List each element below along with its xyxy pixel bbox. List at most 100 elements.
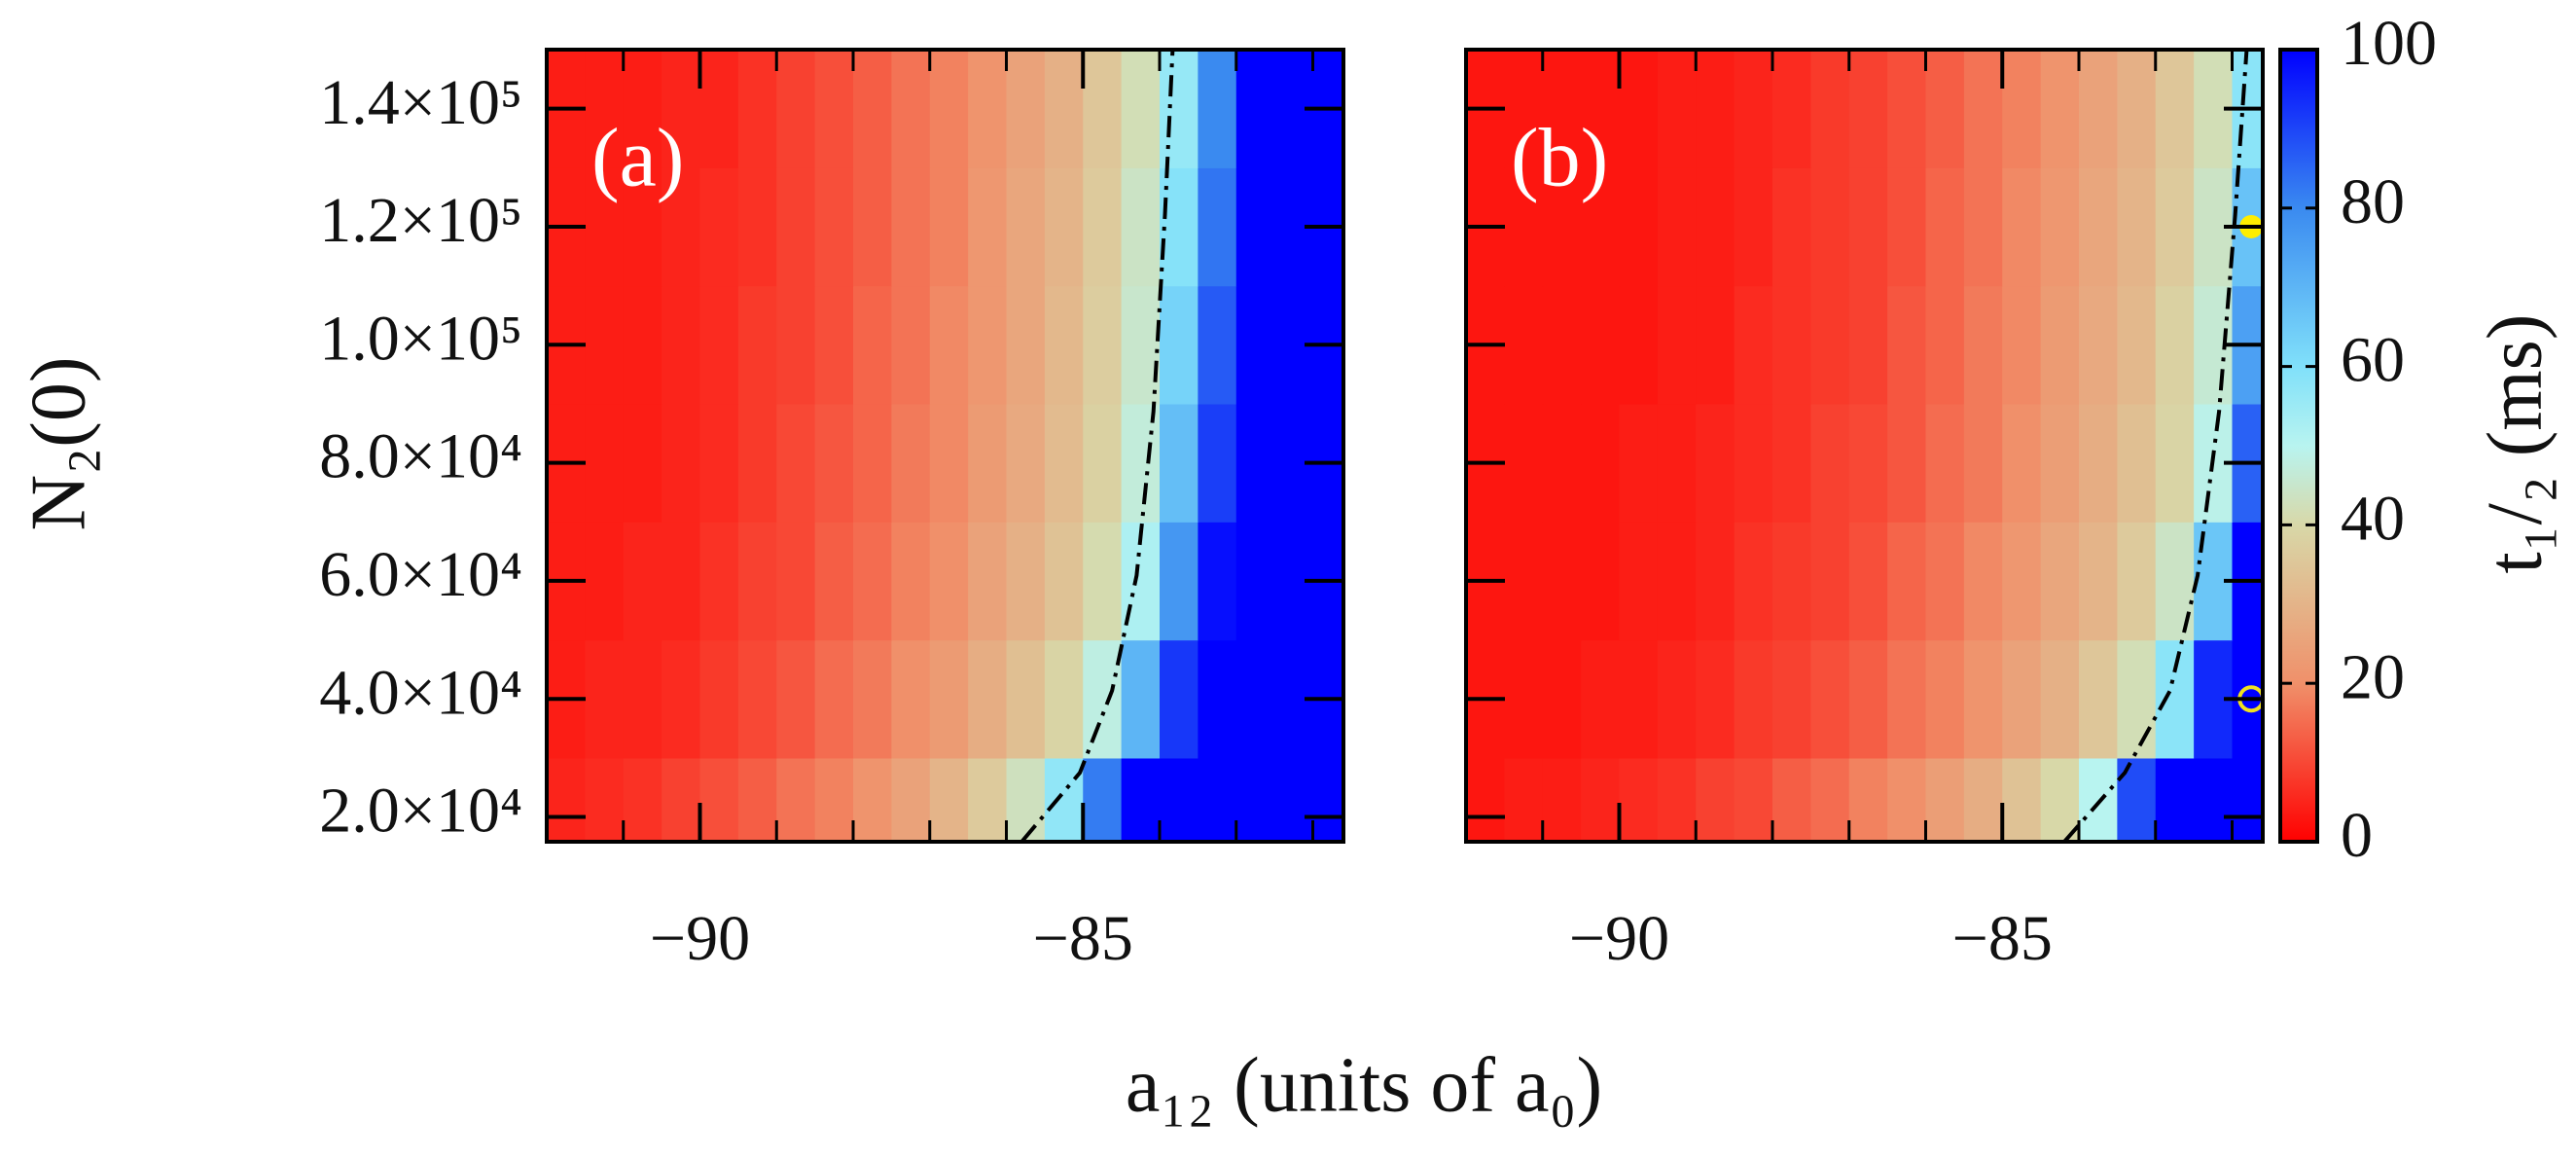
- heat-cell: [1887, 167, 1927, 287]
- heat-cell: [2040, 167, 2080, 287]
- heat-cell: [2155, 403, 2195, 523]
- heat-cell: [1657, 757, 1697, 842]
- heat-cell: [1235, 167, 1275, 287]
- heat-cell: [2002, 167, 2042, 287]
- heat-cell: [1198, 757, 1237, 842]
- heat-cell: [1925, 522, 1965, 641]
- y-tick-label: 6.0×10⁴: [319, 539, 522, 610]
- heat-cell: [2117, 167, 2157, 287]
- heat-cell: [776, 639, 816, 759]
- x-tick-label: −85: [1033, 903, 1133, 974]
- heat-cell: [891, 50, 931, 168]
- plot-frame: [545, 48, 1345, 844]
- heat-cell: [2117, 403, 2157, 523]
- heat-cell: [1772, 167, 1811, 287]
- colorbar-tick-label: 100: [2341, 8, 2437, 79]
- heat-cell: [1963, 167, 2003, 287]
- heat-cell: [1044, 522, 1084, 641]
- heat-cell: [929, 639, 969, 759]
- heat-cell: [968, 522, 1008, 641]
- heat-cell: [1734, 757, 1773, 842]
- y-tick-label: 1.0×10⁵: [319, 303, 522, 374]
- heat-cell: [1083, 639, 1123, 759]
- heat-cell: [662, 757, 701, 842]
- heat-cell: [2002, 403, 2042, 523]
- heat-cell: [1810, 403, 1850, 523]
- heat-cell: [1848, 285, 1888, 405]
- heat-cell: [1044, 50, 1084, 168]
- heat-cell: [1657, 639, 1697, 759]
- heat-cell: [1083, 522, 1123, 641]
- heat-cell: [1006, 403, 1046, 523]
- y-tick-label: 8.0×10⁴: [319, 421, 522, 492]
- heat-cell: [2079, 50, 2118, 168]
- x-tick-label: −90: [650, 903, 750, 974]
- heat-cell: [623, 403, 662, 523]
- heat-cell: [2040, 285, 2080, 405]
- heat-cell: [1963, 522, 2003, 641]
- heat-cell: [2002, 50, 2042, 168]
- heat-cell: [2155, 285, 2195, 405]
- heat-cell: [1810, 639, 1850, 759]
- heat-cell: [737, 50, 777, 168]
- heat-cell: [1581, 522, 1621, 641]
- heat-cell: [1657, 285, 1697, 405]
- heat-cell: [1006, 50, 1046, 168]
- heat-cell: [1581, 285, 1621, 405]
- heat-cell: [699, 757, 739, 842]
- heat-cell: [2155, 167, 2195, 287]
- heat-cell: [776, 167, 816, 287]
- heat-cell: [1006, 285, 1046, 405]
- heat-cell: [1044, 285, 1084, 405]
- heat-cell: [1235, 522, 1275, 641]
- heat-cell: [2117, 285, 2157, 405]
- heat-cell: [1696, 403, 1735, 523]
- colorbar-label: t₁/₂ (ms): [2472, 314, 2558, 574]
- heat-cell: [1887, 522, 1927, 641]
- heat-cell: [1542, 639, 1582, 759]
- heat-cell: [1619, 403, 1659, 523]
- heat-cell: [1160, 50, 1199, 168]
- heat-cell: [814, 522, 854, 641]
- heat-cell: [2079, 167, 2118, 287]
- heat-cell: [929, 167, 969, 287]
- heat-cell: [1504, 757, 1544, 842]
- heat-cell: [2002, 285, 2042, 405]
- heat-cell: [776, 285, 816, 405]
- overlay: (a) 2.0×10⁴ 4.0×10⁴ 6.0×10⁴ 8.0×10⁴ 1.0×10⁵ 1.…: [319, 8, 2437, 974]
- heat-cell: [1925, 50, 1965, 168]
- heat-cell: [853, 50, 892, 168]
- heat-cell: [929, 757, 969, 842]
- heat-cell: [1235, 50, 1275, 168]
- heat-cell: [1619, 639, 1659, 759]
- heat-cell: [2079, 285, 2118, 405]
- heat-cell: [968, 167, 1008, 287]
- heat-cell: [1504, 285, 1544, 405]
- colorbar: [2278, 48, 2319, 844]
- heat-cell: [1657, 50, 1697, 168]
- panel-label: (b): [1511, 111, 1608, 204]
- heat-cell: [929, 522, 969, 641]
- heat-cell: [968, 285, 1008, 405]
- heat-cell: [1734, 522, 1773, 641]
- heat-cell: [1581, 403, 1621, 523]
- heat-cell: [1925, 639, 1965, 759]
- heatmap-a: [547, 50, 1343, 842]
- heat-cell: [623, 522, 662, 641]
- heat-cell: [585, 285, 625, 405]
- heat-cell: [929, 50, 969, 168]
- heat-cell: [1160, 757, 1199, 842]
- heat-cell: [1121, 757, 1161, 842]
- heat-cell: [1696, 167, 1735, 287]
- heat-cell: [853, 167, 892, 287]
- heat-cell: [2194, 757, 2234, 842]
- heat-cell: [1121, 167, 1161, 287]
- heat-cell: [585, 639, 625, 759]
- heat-cell: [891, 285, 931, 405]
- heat-cell: [1006, 757, 1046, 842]
- heat-cell: [1696, 757, 1735, 842]
- heat-cell: [1657, 167, 1697, 287]
- heat-cell: [1963, 50, 2003, 168]
- heat-cell: [929, 285, 969, 405]
